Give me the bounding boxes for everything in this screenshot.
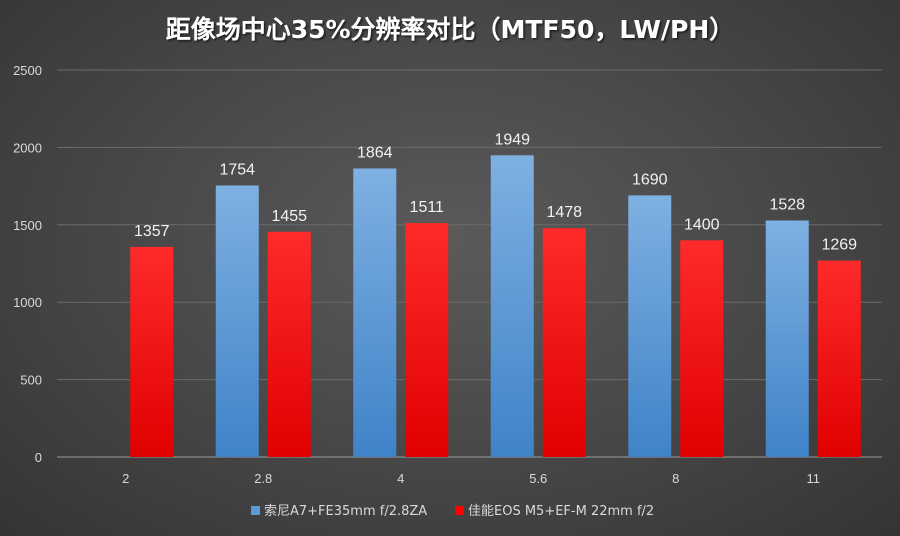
- y-tick-label: 0: [35, 450, 42, 465]
- data-label-canon-11: 1269: [821, 237, 857, 254]
- y-tick-label: 2000: [13, 140, 42, 155]
- legend-label-sony: 索尼A7+FE35mm f/2.8ZA: [264, 504, 427, 519]
- data-label-sony-4: 1864: [357, 144, 393, 161]
- bar-canon-5.6: [542, 228, 586, 457]
- x-tick-label: 2.8: [254, 471, 272, 486]
- data-label-canon-2: 1357: [134, 223, 170, 240]
- data-label-canon-2.8: 1455: [271, 208, 307, 225]
- y-axis-ticks: 0 500 1000 1500 2000 2500: [13, 63, 42, 465]
- data-label-canon-8: 1400: [684, 216, 720, 233]
- gridlines: [57, 69, 882, 458]
- x-tick-label: 4: [397, 471, 404, 486]
- y-tick-label: 1500: [13, 218, 42, 233]
- chart-title: 距像场中心35%分辨率对比（MTF50，LW/PH）: [166, 15, 735, 44]
- bar-sony-5.6: [490, 155, 534, 457]
- x-tick-label: 2: [122, 471, 129, 486]
- data-label-canon-5.6: 1478: [546, 204, 582, 221]
- legend-swatch-sony: [251, 506, 260, 515]
- bar-canon-4: [405, 223, 449, 457]
- bar-sony-2.8: [215, 185, 259, 457]
- legend: 索尼A7+FE35mm f/2.8ZA 佳能EOS M5+EF-M 22mm f…: [251, 504, 654, 519]
- legend-label-canon: 佳能EOS M5+EF-M 22mm f/2: [468, 504, 654, 519]
- y-tick-label: 500: [20, 373, 42, 388]
- legend-swatch-canon: [455, 506, 464, 515]
- bar-sony-8: [628, 195, 672, 457]
- bar-canon-2: [130, 246, 174, 457]
- y-tick-label: 1000: [13, 295, 42, 310]
- bar-canon-8: [680, 240, 724, 457]
- data-label-sony-11: 1528: [769, 196, 805, 213]
- x-tick-label: 8: [672, 471, 679, 486]
- x-tick-label: 11: [807, 471, 821, 486]
- bar-sony-11: [765, 220, 809, 457]
- data-label-sony-5.6: 1949: [494, 131, 530, 148]
- data-label-canon-4: 1511: [410, 199, 445, 216]
- bars: [130, 155, 861, 457]
- x-axis-ticks: 2 2.8 4 5.6 8 11: [122, 471, 820, 486]
- bar-canon-2.8: [267, 231, 311, 457]
- bar-canon-11: [817, 260, 861, 457]
- x-tick-label: 5.6: [529, 471, 547, 486]
- data-labels: 1357 1754 1455 1864 1511 1949 1478 1690 1400 1528…: [134, 131, 857, 253]
- data-label-sony-8: 1690: [632, 171, 668, 188]
- bar-sony-4: [353, 168, 397, 457]
- y-tick-label: 2500: [13, 63, 42, 78]
- data-label-sony-2.8: 1754: [219, 161, 255, 178]
